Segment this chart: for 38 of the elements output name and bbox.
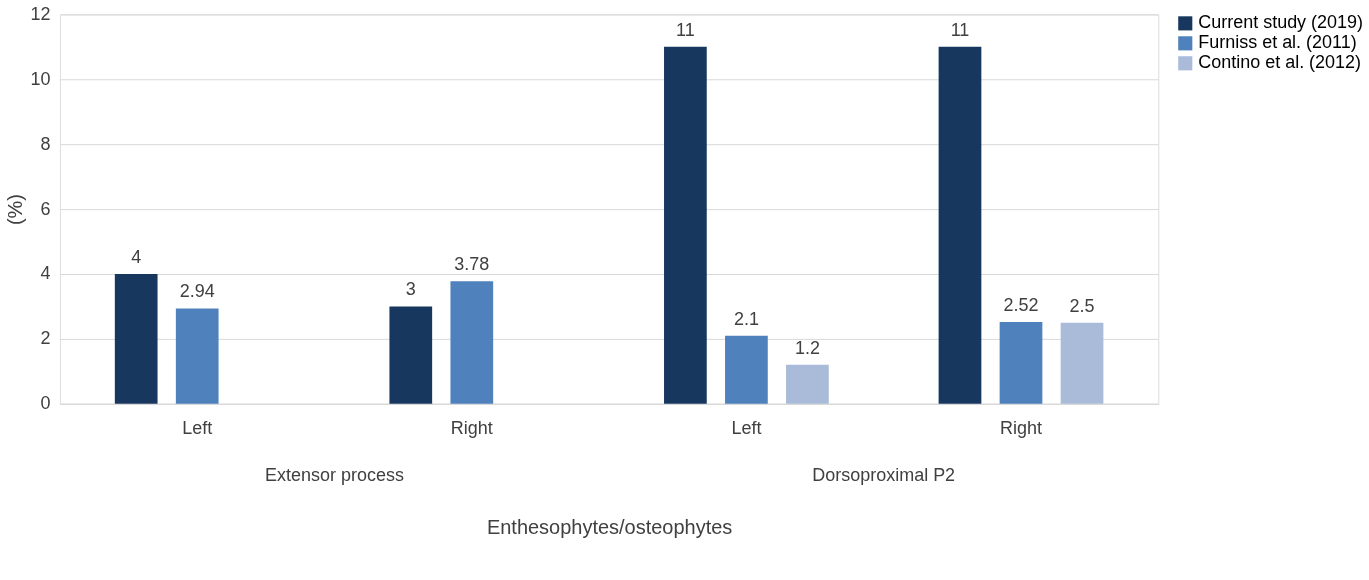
data-label: 2.94 (179, 281, 215, 302)
y-tick-label: 4 (40, 263, 51, 284)
data-label: 1.2 (794, 337, 820, 358)
data-label: 3 (405, 279, 416, 300)
data-label: 11 (676, 19, 695, 40)
bar (999, 322, 1043, 404)
y-tick-label: 12 (30, 3, 51, 24)
data-label: 3.78 (454, 254, 490, 275)
y-tick-label: 2 (40, 328, 51, 349)
bar (1060, 322, 1104, 404)
data-label: 2.1 (733, 308, 759, 329)
bar (938, 46, 982, 404)
x-tick-label: Right (450, 418, 493, 439)
data-label: 2.5 (1069, 295, 1095, 316)
text: Dorsoproximal P2 (812, 464, 956, 485)
bar (725, 335, 768, 404)
x-axis-title: Enthesophytes/osteophytes (486, 516, 733, 539)
y-tick-label: 10 (30, 68, 51, 89)
bar (450, 281, 494, 404)
y-tick-label: 6 (40, 198, 51, 219)
x-tick-label: Left (182, 418, 213, 439)
x-tick-label: Right (1000, 418, 1042, 439)
bar (114, 274, 158, 404)
data-label: 11 (950, 19, 970, 40)
bar (786, 364, 829, 404)
y-axis-title: (%) (4, 194, 27, 226)
data-label: 4 (131, 247, 142, 268)
bar (175, 308, 219, 404)
legend-label: Furniss et al. (2011) (1198, 32, 1357, 53)
bar (664, 46, 707, 404)
y-tick-label: 8 (40, 133, 51, 154)
x-tick-label: Left (731, 418, 762, 439)
data-label: 2.52 (1003, 295, 1039, 316)
legend-label: Contino et al. (2012) (1198, 52, 1362, 73)
text: Extensor process (265, 464, 404, 485)
legend-label: Current study (2019) (1198, 12, 1364, 33)
bar (389, 306, 433, 404)
y-tick-label: 0 (40, 393, 51, 414)
